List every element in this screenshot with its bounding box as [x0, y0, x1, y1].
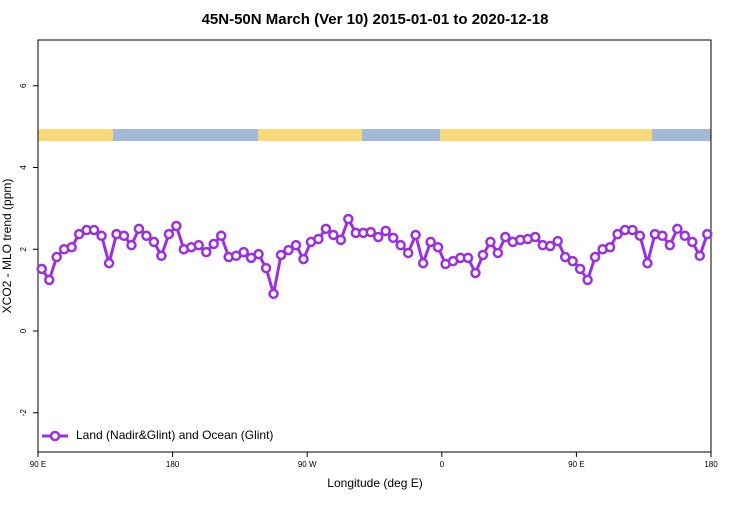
data-point: [530, 231, 541, 243]
data-point: [612, 228, 623, 240]
data-point: [290, 239, 302, 251]
data-point: [260, 262, 272, 274]
data-point: [73, 228, 85, 240]
data-point: [492, 247, 504, 259]
data-point: [672, 223, 683, 235]
x-tick-label: 180: [704, 460, 718, 469]
data-point: [118, 230, 130, 242]
data-point: [604, 241, 616, 253]
data-point: [687, 236, 698, 248]
legend-marker: [49, 430, 61, 442]
x-tick-label: 90 W: [298, 460, 317, 469]
data-point: [126, 239, 137, 251]
data-point: [335, 234, 347, 246]
data-point: [320, 223, 332, 235]
y-tick-label: 2: [19, 246, 28, 251]
data-point: [268, 288, 279, 300]
data-point: [380, 225, 391, 237]
x-tick-label: 0: [440, 460, 445, 469]
y-tick-label: 0: [19, 328, 28, 333]
data-point: [544, 240, 556, 252]
data-point: [462, 252, 474, 264]
data-point: [208, 238, 219, 250]
x-tick-label: 90 E: [568, 460, 584, 469]
data-point: [425, 236, 436, 248]
data-point: [485, 236, 496, 248]
data-point: [567, 255, 578, 267]
x-tick-label: 180: [166, 460, 180, 469]
data-point: [574, 263, 586, 275]
chart-title: 45N-50N March (Ver 10) 2015-01-01 to 202…: [202, 11, 549, 28]
data-point: [36, 263, 47, 275]
data-point: [559, 251, 571, 263]
data-point: [96, 230, 107, 242]
x-axis-label: Longitude (deg E): [327, 476, 422, 490]
data-point: [328, 229, 339, 241]
data-point: [133, 223, 145, 235]
data-point: [238, 246, 249, 258]
data-point: [313, 233, 324, 245]
data-point: [642, 257, 653, 269]
data-point: [477, 249, 489, 261]
data-point: [171, 220, 182, 232]
data-point: [148, 236, 160, 248]
data-point: [43, 274, 55, 286]
land: [258, 129, 362, 141]
data-point: [201, 246, 212, 258]
data-point: [51, 251, 62, 263]
data-point: [141, 230, 152, 242]
data-point: [402, 247, 414, 259]
x-tick-label: 90 E: [30, 460, 46, 469]
land: [440, 129, 652, 141]
data-point: [664, 239, 676, 251]
y-axis-label: XCO2 - MLO trend (ppm): [0, 179, 14, 314]
data-point: [298, 253, 309, 265]
data-point: [410, 229, 421, 241]
data-point: [283, 244, 294, 256]
data-point: [103, 257, 115, 269]
data-point: [275, 249, 287, 261]
land-mask: [38, 129, 711, 141]
data-point: [657, 230, 668, 242]
y-tick-label: -2: [19, 409, 28, 417]
data-point: [365, 226, 377, 238]
data-point: [702, 228, 713, 240]
data-point: [215, 230, 227, 242]
data-point: [156, 250, 167, 262]
data-point: [163, 228, 175, 240]
data-point: [470, 267, 481, 279]
legend-label: Land (Nadir&Glint) and Ocean (Glint): [76, 428, 273, 442]
data-point: [589, 251, 601, 263]
data-point: [679, 230, 691, 242]
data-point: [432, 241, 444, 253]
data-point: [343, 213, 354, 225]
data-point: [66, 241, 77, 253]
data-point: [193, 239, 205, 251]
data-point: [500, 231, 511, 243]
data-point: [88, 224, 100, 236]
ocean: [362, 129, 440, 141]
data-point: [552, 235, 563, 247]
data-point: [634, 230, 646, 242]
data-point: [395, 239, 406, 251]
data-point: [582, 274, 593, 286]
ocean: [652, 129, 711, 141]
data-point: [253, 248, 264, 260]
land: [38, 129, 113, 141]
ocean: [113, 129, 258, 141]
y-tick-label: 6: [19, 83, 28, 88]
plot-frame: [37, 39, 712, 453]
data-point: [627, 224, 638, 236]
data-point: [417, 257, 429, 269]
data-point: [372, 231, 384, 243]
y-tick-label: 4: [19, 165, 28, 170]
data-point: [387, 232, 399, 244]
data-point: [694, 250, 706, 262]
